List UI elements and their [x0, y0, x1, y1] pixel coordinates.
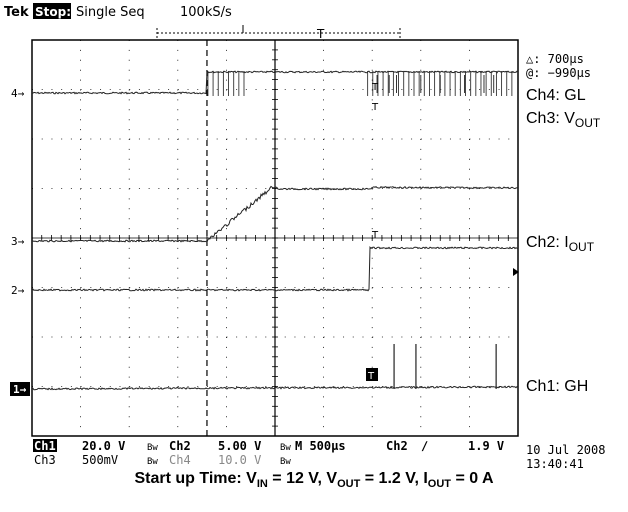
trace-ch2 [31, 245, 519, 292]
brand-label: Tek [4, 5, 29, 20]
channel-2-marker: 2→ [11, 284, 25, 297]
acq-date: 10 Jul 2008 [526, 443, 605, 457]
graticule-grid [31, 39, 519, 437]
ch2-name: Ch2 [169, 439, 191, 453]
trigger-marker: T [371, 82, 379, 93]
trigger-marker: T [367, 371, 375, 382]
label-ch3: Ch3: VOUT [526, 110, 601, 130]
acq-time: 13:40:41 [526, 457, 584, 470]
channel-4-marker: 4→ [11, 87, 25, 100]
offset-arrow-icon [513, 268, 519, 276]
ch3-name: Ch3 [34, 453, 56, 467]
trace-ch1 [31, 385, 519, 391]
stop-badge [33, 3, 71, 19]
channel-markers: 4→ 3→ 2→ 1→ [10, 87, 30, 396]
trigger-source: Ch2 [386, 439, 408, 453]
bw-icon: Bw [280, 443, 291, 453]
trigger-marker: T [371, 102, 379, 113]
label-ch4: Ch4: GL [526, 87, 586, 104]
timebase: M 500µs [295, 439, 346, 453]
sample-rate: 100kS/s [180, 5, 232, 20]
trigger-marker: T [371, 230, 379, 241]
ch4-scale: 10.0 V [218, 453, 261, 467]
ch3-scale: 500mV [82, 453, 118, 467]
ch2-scale: 5.00 V [218, 439, 261, 453]
channel-1-marker [10, 382, 30, 396]
channel-1-label: 1→ [13, 383, 27, 396]
cursor-delta: △: 700µs [526, 52, 584, 66]
trigger-slope-icon: ∕ [421, 439, 428, 453]
trigger-position-marker: T [316, 27, 325, 41]
ch4-name: Ch4 [169, 453, 191, 467]
acquisition-mode: Single Seq [76, 5, 145, 20]
trigger-level: 1.9 V [468, 439, 504, 453]
figure-caption: Start up Time: VIN = 12 V, VOUT = 1.2 V,… [134, 470, 494, 491]
channel-3-marker: 3→ [11, 235, 25, 248]
stop-label: Stop: [35, 5, 71, 19]
ch1-scale: 20.0 V [82, 439, 125, 453]
cursor-at: @: −990µs [526, 66, 591, 80]
ch1-settings: Ch1 [34, 439, 56, 453]
label-ch1: Ch1: GH [526, 378, 588, 395]
ch1-badge [33, 439, 57, 452]
trace-ch3 [31, 185, 519, 243]
bw-icon: Bw [147, 443, 158, 453]
label-ch2: Ch2: IOUT [526, 234, 595, 254]
bw-icon: Bw [280, 457, 291, 467]
trace-ch4 [31, 70, 519, 95]
ch1-trigger-badge [366, 368, 378, 381]
record-window-indicator [156, 25, 401, 38]
bw-icon: Bw [147, 457, 158, 467]
